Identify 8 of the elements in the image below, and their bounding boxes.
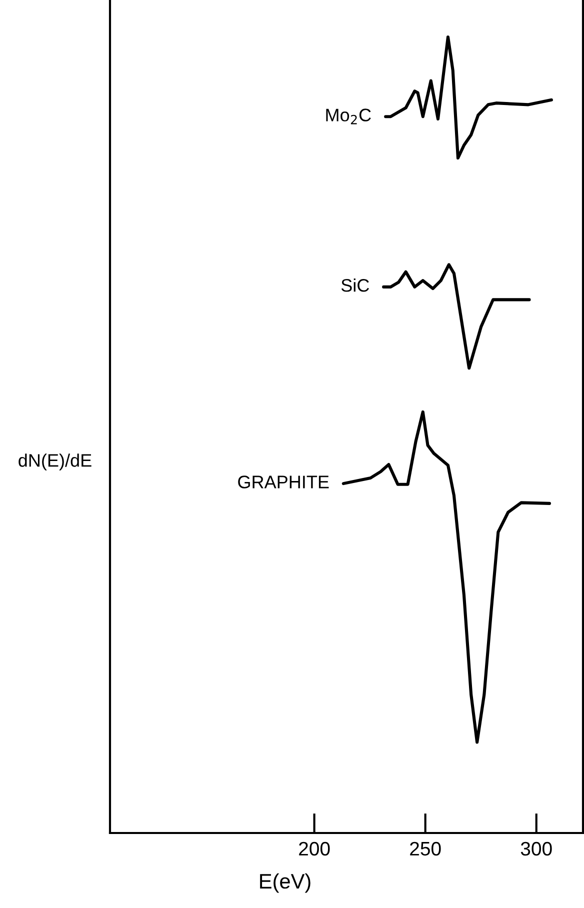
series-label: Mo$_{2}$C — [326, 108, 371, 124]
x-tick-label: 250 — [410, 842, 441, 856]
y-axis-title: dN(E)/dE — [18, 454, 92, 470]
x-tick-label: 300 — [520, 842, 552, 856]
x-axis-title: E(eV) — [260, 873, 310, 893]
series-label: SiC — [341, 278, 370, 292]
series-label: GRAPHITE — [238, 476, 329, 488]
x-tick-label: 200 — [299, 842, 330, 856]
